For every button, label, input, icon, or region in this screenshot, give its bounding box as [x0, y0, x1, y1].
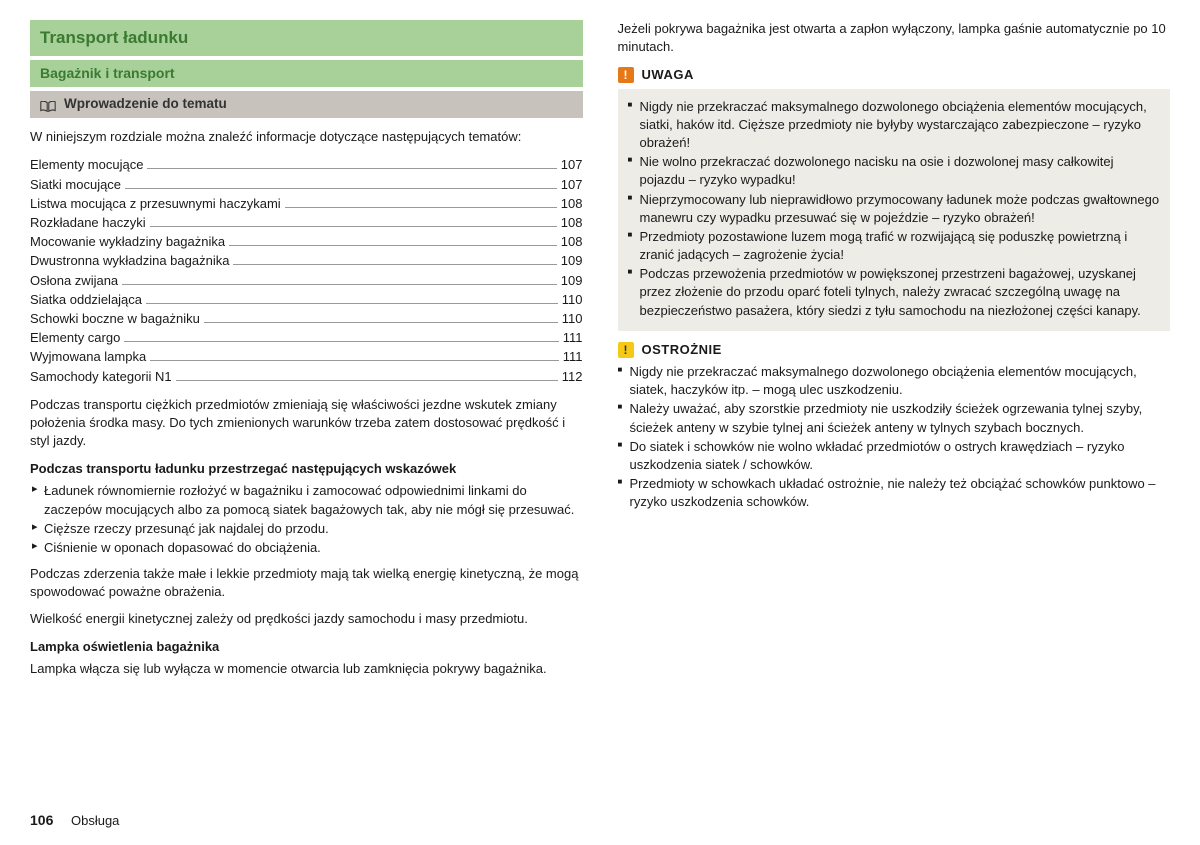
- page-footer: 106 Obsługa: [30, 811, 119, 831]
- toc-page: 108: [561, 195, 583, 213]
- toc-row: Listwa mocująca z przesuwnymi haczykami 1…: [30, 195, 583, 213]
- toc-page: 111: [563, 348, 583, 366]
- bold-heading: Lampka oświetlenia bagażnika: [30, 638, 583, 656]
- toc-label: Listwa mocująca z przesuwnymi haczykami: [30, 195, 281, 213]
- toc-label: Schowki boczne w bagażniku: [30, 310, 200, 328]
- list-item: Nie wolno przekraczać dozwolonego nacisk…: [628, 153, 1161, 189]
- toc-row: Wyjmowana lampka 111: [30, 348, 583, 366]
- toc-leader: [229, 245, 557, 246]
- toc-page: 110: [562, 310, 583, 328]
- list-item: Nigdy nie przekraczać maksymalnego dozwo…: [618, 363, 1171, 399]
- exclamation-icon: !: [618, 342, 634, 358]
- toc-page: 108: [561, 233, 583, 251]
- toc-label: Elementy mocujące: [30, 156, 143, 174]
- warning-list: Nigdy nie przekraczać maksymalnego dozwo…: [628, 98, 1161, 320]
- toc-label: Dwustronna wykładzina bagażnika: [30, 252, 229, 270]
- main-title: Transport ładunku: [40, 26, 573, 50]
- body-paragraph: Lampka włącza się lub wyłącza w momencie…: [30, 660, 583, 678]
- toc-leader: [204, 322, 558, 323]
- toc-leader: [122, 284, 557, 285]
- toc-label: Samochody kategorii N1: [30, 368, 172, 386]
- list-item: Cięższe rzeczy przesunąć jak najdalej do…: [30, 520, 583, 538]
- toc-row: Samochody kategorii N1 112: [30, 368, 583, 386]
- toc-page: 107: [561, 176, 583, 194]
- list-item: Nieprzymocowany lub nieprawidłowo przymo…: [628, 191, 1161, 227]
- toc-label: Osłona zwijana: [30, 272, 118, 290]
- toc-page: 108: [561, 214, 583, 232]
- toc-leader: [285, 207, 557, 208]
- toc-page: 109: [561, 252, 583, 270]
- subsection-bar: Bagażnik i transport: [30, 60, 583, 88]
- toc-row: Siatki mocujące 107: [30, 176, 583, 194]
- intro-bar: Wprowadzenie do tematu: [30, 91, 583, 118]
- toc-page: 109: [561, 272, 583, 290]
- toc-leader: [176, 380, 558, 381]
- toc-row: Elementy cargo 111: [30, 329, 583, 347]
- toc-label: Siatki mocujące: [30, 176, 121, 194]
- list-item: Przedmioty pozostawione luzem mogą trafi…: [628, 228, 1161, 264]
- toc-page: 107: [561, 156, 583, 174]
- toc-leader: [147, 168, 556, 169]
- toc-leader: [233, 264, 556, 265]
- page-number: 106: [30, 812, 53, 828]
- toc-label: Siatka oddzielająca: [30, 291, 142, 309]
- warning-header: ! UWAGA: [618, 66, 1171, 84]
- left-column: Transport ładunku Bagażnik i transport W…: [30, 20, 583, 686]
- list-item: Ładunek równomiernie rozłożyć w bagażnik…: [30, 482, 583, 518]
- list-item: Przedmioty w schowkach układać ostrożnie…: [618, 475, 1171, 511]
- toc-row: Mocowanie wykładziny bagażnika 108: [30, 233, 583, 251]
- toc-row: Rozkładane haczyki 108: [30, 214, 583, 232]
- list-item: Podczas przewożenia przedmiotów w powięk…: [628, 265, 1161, 320]
- toc-page: 111: [563, 329, 583, 347]
- toc-row: Schowki boczne w bagażniku 110: [30, 310, 583, 328]
- intro-paragraph: W niniejszym rozdziale można znaleźć inf…: [30, 128, 583, 146]
- toc-row: Osłona zwijana 109: [30, 272, 583, 290]
- toc-leader: [146, 303, 558, 304]
- footer-section: Obsługa: [71, 813, 119, 828]
- book-icon: [40, 99, 56, 111]
- body-paragraph: Podczas transportu ciężkich przedmiotów …: [30, 396, 583, 451]
- list-item: Do siatek i schowków nie wolno wkładać p…: [618, 438, 1171, 474]
- toc-page: 112: [562, 368, 583, 386]
- intro-title: Wprowadzenie do tematu: [64, 95, 227, 114]
- toc-label: Wyjmowana lampka: [30, 348, 146, 366]
- main-title-bar: Transport ładunku: [30, 20, 583, 56]
- table-of-contents: Elementy mocujące107Siatki mocujące107Li…: [30, 156, 583, 385]
- body-paragraph: Wielkość energii kinetycznej zależy od p…: [30, 610, 583, 628]
- list-item: Nigdy nie przekraczać maksymalnego dozwo…: [628, 98, 1161, 153]
- subsection-title: Bagażnik i transport: [40, 64, 573, 84]
- page-spread: Transport ładunku Bagażnik i transport W…: [0, 0, 1200, 686]
- toc-label: Mocowanie wykładziny bagażnika: [30, 233, 225, 251]
- toc-row: Elementy mocujące 107: [30, 156, 583, 174]
- list-item: Należy uważać, aby szorstkie przedmioty …: [618, 400, 1171, 436]
- warning-title: UWAGA: [642, 66, 694, 84]
- toc-leader: [124, 341, 558, 342]
- toc-label: Elementy cargo: [30, 329, 120, 347]
- caution-title: OSTROŻNIE: [642, 341, 722, 359]
- instruction-list: Ładunek równomiernie rozłożyć w bagażnik…: [30, 482, 583, 557]
- bold-heading: Podczas transportu ładunku przestrzegać …: [30, 460, 583, 478]
- body-paragraph: Podczas zderzenia także małe i lekkie pr…: [30, 565, 583, 601]
- toc-leader: [125, 188, 557, 189]
- toc-leader: [150, 360, 559, 361]
- list-item: Ciśnienie w oponach dopasować do obciąże…: [30, 539, 583, 557]
- toc-row: Dwustronna wykładzina bagażnika 109: [30, 252, 583, 270]
- toc-page: 110: [562, 291, 583, 309]
- caution-header: ! OSTROŻNIE: [618, 341, 1171, 359]
- body-paragraph: Jeżeli pokrywa bagażnika jest otwarta a …: [618, 20, 1171, 56]
- exclamation-icon: !: [618, 67, 634, 83]
- toc-label: Rozkładane haczyki: [30, 214, 146, 232]
- right-column: Jeżeli pokrywa bagażnika jest otwarta a …: [618, 20, 1171, 686]
- toc-leader: [150, 226, 557, 227]
- warning-box: Nigdy nie przekraczać maksymalnego dozwo…: [618, 89, 1171, 331]
- caution-list: Nigdy nie przekraczać maksymalnego dozwo…: [618, 363, 1171, 512]
- toc-row: Siatka oddzielająca 110: [30, 291, 583, 309]
